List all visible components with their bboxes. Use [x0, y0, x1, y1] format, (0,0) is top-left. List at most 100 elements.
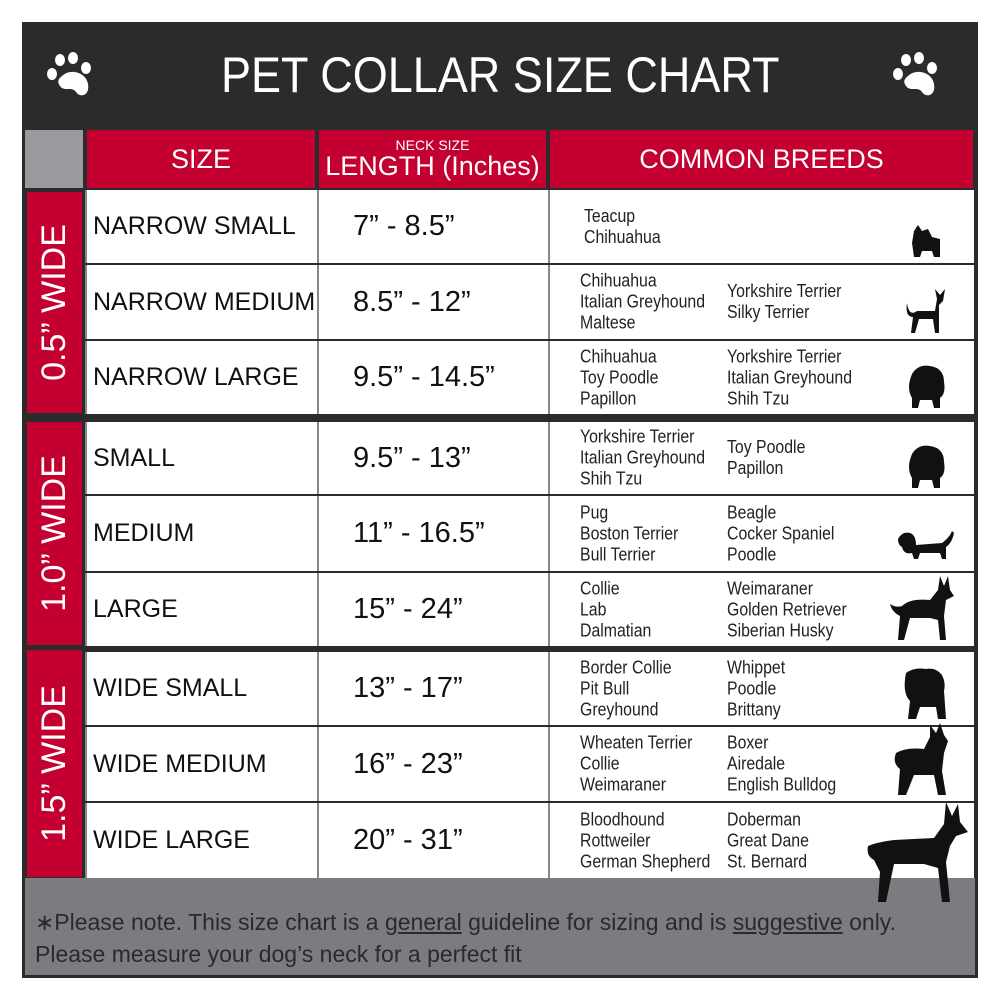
breed-list: Yorkshire Terrier Italian Greyhound Shih T…: [580, 427, 722, 490]
size-cell-text: NARROW LARGE: [93, 363, 299, 391]
size-cell: LARGE: [87, 573, 317, 646]
breeds-cell: Pug Boston Terrier Bull Terrier Beagle Cocke…: [550, 496, 974, 571]
breed-name: Weimaraner: [580, 774, 666, 795]
length-cell: 11” - 16.5”: [319, 496, 548, 571]
size-cell: MEDIUM: [87, 496, 317, 571]
footnote-text: ∗Please note. This size chart is a: [35, 909, 385, 935]
length-cell: 13” - 17”: [319, 652, 548, 725]
breed-name: Bull Terrier: [580, 544, 656, 564]
header-corner: [25, 130, 83, 188]
dog-shape: [912, 225, 940, 257]
breed-name: Cocker Spaniel: [727, 523, 835, 543]
breed-name: Silky Terrier: [727, 302, 810, 322]
breed-name: Bloodhound: [580, 809, 665, 829]
dog-shape: [890, 576, 954, 640]
size-cell: NARROW MEDIUM: [87, 265, 317, 339]
length-cell: 9.5” - 14.5”: [319, 341, 548, 414]
breed-name: German Shepherd: [580, 851, 711, 871]
breed-list: Teacup Chihuahua: [584, 206, 671, 248]
breed-name: Papillon: [580, 388, 637, 408]
breed-name: Weimaraner: [727, 578, 813, 598]
length-cell-text: 9.5” - 13”: [353, 441, 471, 474]
width-group-text: 0.5” WIDE: [35, 224, 73, 381]
pitbull-silhouette-icon: [894, 723, 948, 795]
breed-name: Teacup: [584, 205, 636, 226]
breed-name: Wheaten Terrier: [580, 732, 693, 753]
length-cell: 9.5” - 13”: [319, 422, 548, 494]
breed-name: Great Dane: [727, 830, 809, 850]
breeds-cell: Wheaten Terrier Collie Weimaraner Boxer Aire…: [550, 723, 974, 801]
table-row: SMALL 9.5” - 13” Yorkshire Terrier Italian …: [85, 422, 974, 494]
breed-list: Beagle Cocker Spaniel Poodle: [727, 502, 849, 565]
size-cell-text: LARGE: [93, 595, 178, 623]
size-cell: WIDE SMALL: [87, 652, 317, 725]
paw-print-icon: [47, 52, 91, 96]
breed-list: Collie Lab Dalmatian: [580, 578, 661, 641]
doberman-silhouette-icon: [867, 802, 968, 902]
length-cell-text: 15” - 24”: [353, 593, 463, 625]
breed-name: Papillon: [727, 458, 784, 478]
breed-list: Yorkshire Terrier Silky Terrier: [727, 281, 857, 323]
header-breeds: COMMON BREEDS: [550, 130, 973, 188]
paw-print-icon: [893, 52, 937, 96]
breed-name: Italian Greyhound: [727, 367, 853, 387]
footnote-line2: Please measure your dog’s neck for a per…: [35, 941, 522, 967]
breeds-cell: Collie Lab Dalmatian Weimaraner Golden Retri…: [550, 573, 974, 646]
breed-name: Shih Tzu: [727, 388, 790, 408]
dog-shape: [904, 668, 946, 719]
length-cell-text: 20” - 31”: [353, 824, 463, 856]
breed-name: Collie: [580, 753, 620, 774]
size-cell-text: WIDE MEDIUM: [93, 749, 267, 778]
page-title: PET COLLAR SIZE CHART: [22, 22, 978, 128]
breeds-cell: Chihuahua Toy Poodle Papillon Yorkshire Ter…: [550, 341, 974, 414]
footnote-suggestive: suggestive: [732, 909, 843, 935]
width-group-label: 0.5” WIDE: [27, 192, 82, 413]
size-cell: NARROW SMALL: [87, 190, 317, 263]
footnote: ∗Please note. This size chart is a gener…: [25, 878, 975, 975]
size-cell-text: MEDIUM: [93, 519, 195, 547]
breed-name: Rottweiler: [580, 830, 651, 850]
footnote-text: guideline for sizing and is: [461, 909, 733, 935]
size-cell-text: NARROW SMALL: [93, 212, 296, 240]
size-cell-text: NARROW MEDIUM: [93, 287, 316, 316]
header-breeds-label: COMMON BREEDS: [639, 144, 884, 174]
breed-list: Boxer Airedale English Bulldog: [727, 733, 851, 796]
breed-name: Boston Terrier: [580, 523, 679, 543]
size-cell: NARROW LARGE: [87, 341, 317, 414]
breed-list: Border Collie Pit Bull Greyhound: [580, 657, 684, 720]
dog-shape: [906, 289, 945, 333]
spaniel-silhouette-icon: [898, 531, 954, 559]
breed-name: Doberman: [727, 809, 801, 829]
pomeranian-silhouette-icon: [909, 365, 945, 408]
width-group-label: 1.5” WIDE: [27, 650, 82, 877]
width-group-label: 1.0” WIDE: [27, 422, 82, 645]
table-row: NARROW MEDIUM 8.5” - 12” Chihuahua Italian …: [85, 265, 974, 339]
dog-shape: [867, 802, 968, 902]
breed-name: Border Collie: [580, 657, 672, 677]
breed-name: Pit Bull: [580, 678, 630, 698]
breed-name: Poodle: [727, 678, 777, 698]
breed-name: Shih Tzu: [580, 468, 643, 489]
length-cell-text: 7” - 8.5”: [353, 210, 455, 242]
breeds-cell: Bloodhound Rottweiler German Shepherd Dober…: [550, 802, 974, 902]
dog-shape: [909, 445, 945, 488]
breed-name: Brittany: [727, 699, 781, 719]
breed-name: Collie: [580, 578, 620, 598]
table-row: NARROW LARGE 9.5” - 14.5” Chihuahua Toy Poo…: [85, 341, 974, 414]
length-cell: 8.5” - 12”: [319, 265, 548, 339]
breed-name: Yorkshire Terrier: [727, 281, 842, 301]
breeds-cell: Chihuahua Italian Greyhound Maltese Yorkshi…: [550, 265, 974, 339]
breed-name: St. Bernard: [727, 851, 808, 871]
breed-list: Weimaraner Golden Retriever Siberian Husky: [727, 578, 863, 641]
breed-name: Siberian Husky: [727, 620, 834, 640]
table-row: LARGE 15” - 24” Collie Lab Dalmatian Weimaran…: [85, 573, 974, 646]
breed-list: Whippet Poodle Brittany: [727, 657, 793, 720]
length-cell: 7” - 8.5”: [319, 190, 548, 263]
length-cell: 16” - 23”: [319, 727, 548, 801]
table-row: NARROW SMALL 7” - 8.5” Teacup Chihuahua: [85, 190, 974, 263]
breed-list: Doberman Great Dane St. Bernard: [727, 809, 820, 872]
dog-shape: [909, 365, 945, 408]
dog-shape: [894, 723, 948, 795]
breed-list: Pug Boston Terrier Bull Terrier: [580, 502, 692, 565]
breed-name: Yorkshire Terrier: [727, 346, 842, 366]
